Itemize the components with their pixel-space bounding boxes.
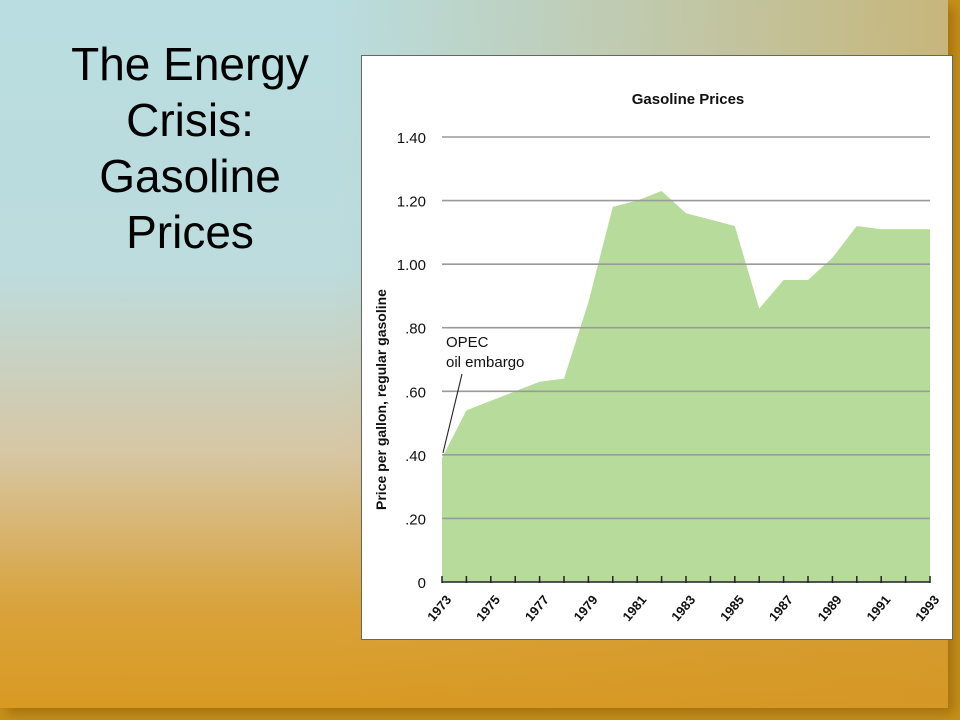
x-tick-label: 1973 (424, 592, 454, 624)
y-tick-label: .20 (405, 511, 426, 528)
chart-panel: 0 .20 .40 .60 .80 1.00 1.20 1.40 1973 1975 1977 197… (361, 55, 953, 640)
x-tick-label: 1983 (668, 592, 698, 624)
y-tick-label: 1.20 (397, 194, 426, 211)
x-tick-label: 1989 (815, 592, 845, 624)
y-tick-label: .60 (405, 384, 426, 401)
x-tick-label: 1985 (717, 592, 747, 624)
y-tick-label: .80 (405, 321, 426, 338)
chart-title: Gasoline Prices (632, 91, 745, 108)
annotation-pointer (442, 373, 463, 453)
y-tick-label: 1.40 (397, 130, 426, 147)
x-tick-label: 1975 (473, 592, 503, 624)
x-tick-label: 1977 (522, 592, 552, 624)
y-tick-label: 1.00 (397, 257, 426, 274)
annotation-line-1: OPEC (446, 334, 489, 351)
x-tick-label: 1991 (863, 592, 893, 624)
y-tick-label: 0 (418, 575, 426, 592)
x-tick-label: 1987 (766, 592, 796, 624)
gasoline-price-chart: 0 .20 .40 .60 .80 1.00 1.20 1.40 1973 1975 1977 197… (373, 91, 942, 624)
y-tick-label: .40 (405, 448, 426, 465)
price-area (442, 191, 930, 582)
slide-title: The Energy Crisis: Gasoline Prices (71, 38, 309, 258)
annotation-line-2: oil embargo (446, 354, 524, 371)
x-tick-label: 1981 (619, 592, 649, 624)
x-tick-label: 1979 (571, 592, 601, 624)
y-axis-label: Price per gallon, regular gasoline (373, 289, 389, 510)
x-tick-label: 1993 (912, 592, 942, 624)
